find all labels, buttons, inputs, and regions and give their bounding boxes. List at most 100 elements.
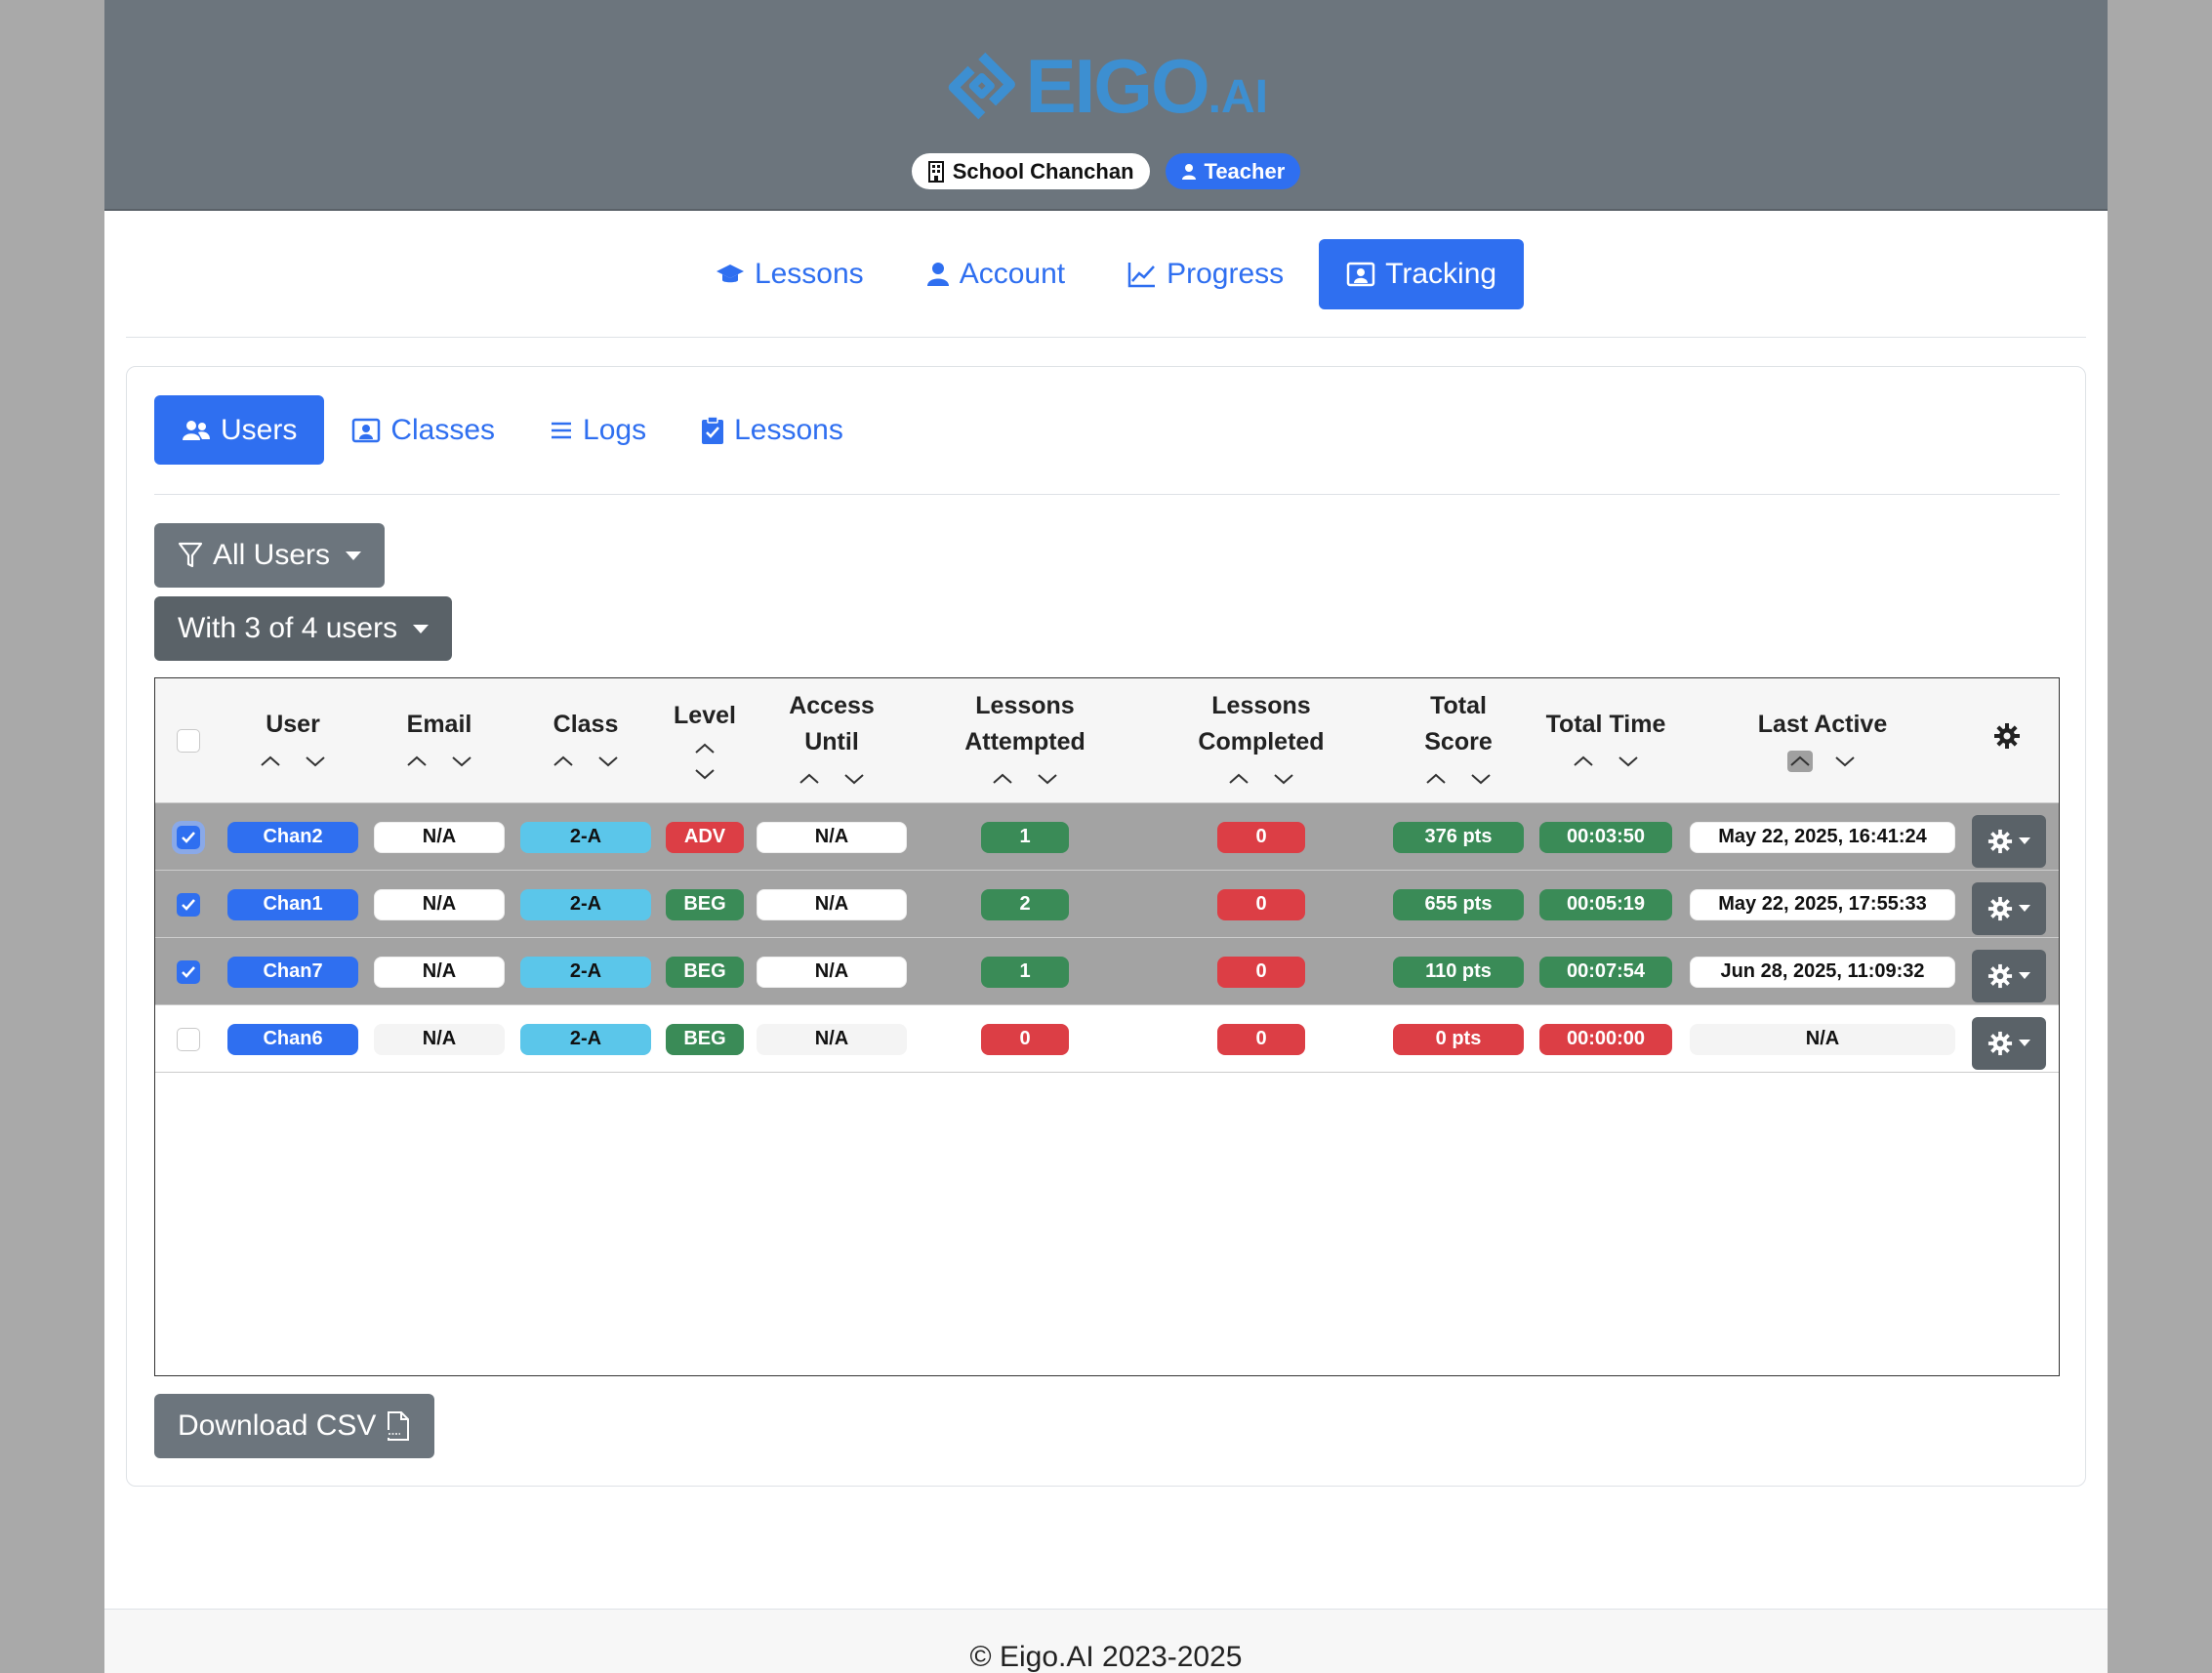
access-badge: N/A <box>757 821 907 853</box>
csv-file-icon <box>387 1411 410 1441</box>
user-badge[interactable]: Chan2 <box>227 821 358 853</box>
sort-asc-icon[interactable] <box>1226 768 1251 790</box>
header-user: User <box>225 678 361 803</box>
sort-asc-icon[interactable] <box>404 751 430 772</box>
sort-desc-icon[interactable] <box>1616 751 1641 772</box>
gear-icon <box>1987 896 2013 920</box>
table-row[interactable]: Chan6 N/A 2-A BEG N/A 0 0 0 pts 00:00:00… <box>155 1005 2059 1073</box>
sort-asc-icon[interactable] <box>1571 751 1596 772</box>
header-access-until: Access Until <box>756 678 908 803</box>
row-actions-button[interactable] <box>1972 949 2046 1002</box>
nav-lessons[interactable]: Lessons <box>688 239 891 309</box>
tab-users[interactable]: Users <box>154 395 325 465</box>
user-badge[interactable]: Chan1 <box>227 888 358 920</box>
graduation-cap-icon <box>716 265 744 283</box>
attempted-badge: 2 <box>981 888 1069 920</box>
table-row[interactable]: Chan7 N/A 2-A BEG N/A 1 0 110 pts 00:07:… <box>155 938 2059 1005</box>
score-badge: 110 pts <box>1393 956 1524 988</box>
table-row[interactable]: Chan2 N/A 2-A ADV N/A 1 0 376 pts 00:03:… <box>155 803 2059 871</box>
select-all-checkbox[interactable] <box>177 729 200 753</box>
sort-asc-icon[interactable] <box>1787 750 1813 772</box>
header-lessons-attempted: Lessons Attempted <box>918 678 1132 803</box>
sort-asc-icon[interactable] <box>551 751 576 772</box>
email-badge: N/A <box>374 821 505 853</box>
row-checkbox[interactable] <box>177 825 200 849</box>
app-header: EIGO.AI School Chanchan Teacher <box>104 0 2108 211</box>
nav-progress[interactable]: Progress <box>1100 239 1311 309</box>
table-header: User Email Class <box>155 678 2059 803</box>
gear-icon <box>1987 963 2013 988</box>
sort-desc-icon[interactable] <box>1468 768 1494 790</box>
table-row[interactable]: Chan1 N/A 2-A BEG N/A 2 0 655 pts 00:05:… <box>155 871 2059 938</box>
level-badge: BEG <box>666 888 744 920</box>
class-badge: 2-A <box>520 888 651 920</box>
row-checkbox[interactable] <box>177 959 200 984</box>
last-active-badge: N/A <box>1690 1023 1955 1055</box>
tab-lessons[interactable]: Lessons <box>674 395 871 465</box>
sort-asc-icon[interactable] <box>258 751 283 772</box>
sort-asc-icon[interactable] <box>990 768 1015 790</box>
person-icon <box>926 263 949 286</box>
sort-desc-icon[interactable] <box>303 751 328 772</box>
level-badge: BEG <box>666 956 744 988</box>
sort-desc-icon[interactable] <box>595 751 621 772</box>
sort-desc-icon[interactable] <box>1035 768 1060 790</box>
header-badges: School Chanchan Teacher <box>104 153 2108 189</box>
sort-desc-icon[interactable] <box>1832 751 1858 772</box>
sort-asc-icon[interactable] <box>797 768 822 790</box>
time-badge: 00:07:54 <box>1539 956 1672 988</box>
sort-asc-icon[interactable] <box>1423 768 1449 790</box>
tab-classes[interactable]: Classes <box>324 395 522 465</box>
person-icon <box>1181 163 1196 180</box>
nav-account[interactable]: Account <box>899 239 1092 309</box>
completed-badge: 0 <box>1217 956 1305 988</box>
time-badge: 00:05:19 <box>1539 888 1672 920</box>
access-badge: N/A <box>757 1023 907 1055</box>
check-icon <box>182 831 195 843</box>
users-filter-dropdown[interactable]: All Users <box>154 523 386 588</box>
users-table: User Email Class <box>154 677 2060 1376</box>
last-active-badge: May 22, 2025, 17:55:33 <box>1690 888 1955 920</box>
row-actions-button[interactable] <box>1972 814 2046 868</box>
chevron-down-icon <box>2019 1040 2030 1046</box>
subnav-divider <box>154 494 2060 495</box>
email-badge: N/A <box>374 956 505 988</box>
eigo-logo[interactable]: EIGO.AI <box>946 37 1268 135</box>
user-badge[interactable]: Chan7 <box>227 956 358 988</box>
user-badge[interactable]: Chan6 <box>227 1023 358 1055</box>
row-checkbox[interactable] <box>177 892 200 917</box>
score-badge: 655 pts <box>1393 888 1524 920</box>
nav-tracking[interactable]: Tracking <box>1319 239 1525 309</box>
score-badge: 0 pts <box>1393 1023 1524 1055</box>
selection-dropdown[interactable]: With 3 of 4 users <box>154 596 453 661</box>
row-checkbox[interactable] <box>177 1027 200 1051</box>
level-badge: ADV <box>666 821 744 853</box>
row-actions-button[interactable] <box>1972 1016 2046 1070</box>
school-badge: School Chanchan <box>911 153 1150 189</box>
header-email: Email <box>371 678 508 803</box>
chevron-down-icon <box>2019 837 2030 844</box>
time-badge: 00:03:50 <box>1539 821 1672 853</box>
sort-desc-icon[interactable] <box>841 768 867 790</box>
header-class: Class <box>517 678 654 803</box>
sort-asc-icon[interactable] <box>692 738 717 759</box>
person-badge-icon <box>1346 262 1375 287</box>
funnel-icon <box>178 542 203 568</box>
page-footer: © Eigo.AI 2023-2025 <box>104 1609 2108 1673</box>
attempted-badge: 1 <box>981 821 1069 853</box>
score-badge: 376 pts <box>1393 821 1524 853</box>
access-badge: N/A <box>757 888 907 920</box>
tab-logs[interactable]: Logs <box>522 395 674 465</box>
chevron-down-icon <box>413 624 430 633</box>
email-badge: N/A <box>374 888 505 920</box>
gear-icon[interactable] <box>1993 722 2021 760</box>
row-actions-button[interactable] <box>1972 881 2046 935</box>
sort-desc-icon[interactable] <box>1271 768 1296 790</box>
sort-desc-icon[interactable] <box>449 751 474 772</box>
email-badge: N/A <box>374 1023 505 1055</box>
check-icon <box>182 898 195 911</box>
completed-badge: 0 <box>1217 821 1305 853</box>
sort-desc-icon[interactable] <box>692 763 717 785</box>
download-csv-button[interactable]: Download CSV <box>154 1394 435 1458</box>
check-icon <box>182 965 195 978</box>
